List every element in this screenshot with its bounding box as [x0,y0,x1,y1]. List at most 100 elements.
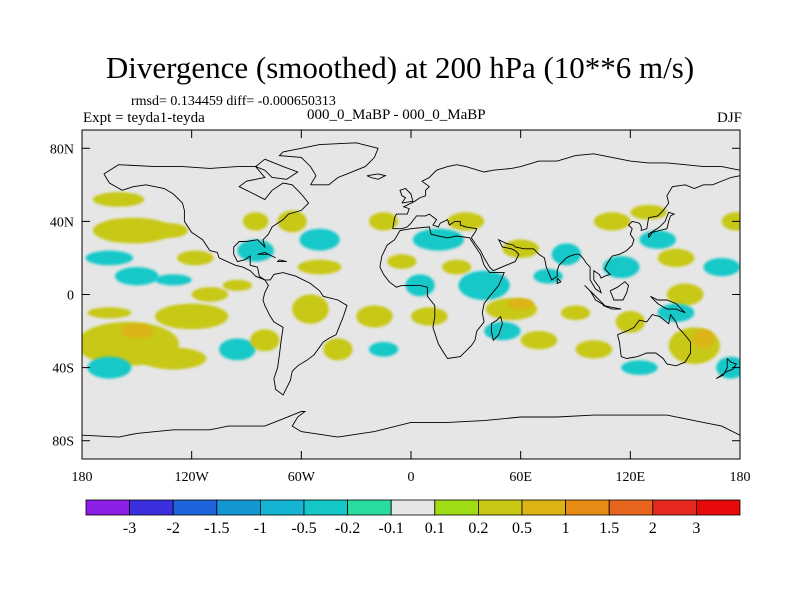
anomaly-blob [85,250,134,266]
divergence-field [82,192,740,379]
x-tick-label: 0 [408,470,415,485]
colorbar-label: -1.5 [204,520,229,537]
anomaly-blob [323,338,353,361]
coastline [257,252,276,259]
anomaly-blob [560,305,591,321]
colorbar-box [85,499,130,516]
colorbar-box [434,499,479,516]
coastline [715,358,737,380]
anomaly-blob [602,256,640,279]
anomaly-blob [299,228,340,251]
anomaly-blob [155,303,229,330]
anomaly-blob [657,303,695,322]
coastline [617,313,692,367]
anomaly-blob [87,356,132,379]
colorbar-label: -1 [254,520,267,537]
anomaly-blob [151,223,189,238]
anomaly-blob [520,331,558,350]
colorbar-box [303,499,348,516]
anomaly-blob [442,259,472,275]
coastline [278,142,379,186]
colorbar-label: 2 [649,520,657,537]
anomaly-blob [447,212,485,231]
coastline [399,187,414,204]
colorbar-box [608,499,654,516]
anomaly-blob [177,250,214,266]
anomaly-blob [277,210,307,233]
colorbar-label: 1 [562,520,570,537]
colorbar-box [477,499,523,516]
x-tick-label: 60W [288,470,316,485]
anomaly-blob [657,248,695,268]
colorbar-box [216,499,261,516]
colorbar-box [652,499,697,516]
coastline [103,164,348,396]
anomaly-blob [703,257,740,277]
x-axis: 180 120W 60W 0 60E 120E 180 [72,130,751,485]
colorbar-label: -3 [123,520,136,537]
anomaly-blob [412,228,465,251]
coastline [490,316,503,342]
anomaly-blob [191,287,229,302]
anomaly-blob [114,267,159,286]
anomaly-blob [411,307,448,326]
anomaly-blob [533,268,563,284]
y-tick-label: 40S [52,362,74,377]
anomaly-blob [92,217,174,244]
coastline [276,259,287,263]
coastline [82,411,740,438]
colorbar-label: -2 [167,520,180,537]
anomaly-blob [716,356,740,379]
anomaly-blob [250,329,280,352]
anomaly-blob [297,259,342,275]
anomaly-blob [292,294,329,324]
x-tick-label: 120W [175,470,210,485]
anomaly-blob [551,243,581,266]
anomaly-blob [87,307,132,319]
colorbar-label: -0.1 [379,520,404,537]
anomaly-blob [387,254,417,269]
coastline [602,305,622,310]
anomaly-blob [368,212,399,231]
season-label: DJF [716,110,742,126]
coastline [648,211,676,239]
anomaly-blob [507,298,534,310]
x-tick-label: 60E [509,470,532,485]
anomaly-blob [721,212,740,231]
colorbar-label: 3 [692,520,700,537]
y-tick-label: 40N [50,215,74,230]
anomaly-blob [237,239,274,262]
x-tick-label: 180 [72,470,93,485]
anomaly-blob [120,323,154,339]
anomaly-blob [639,230,677,249]
colorbar-box [259,499,305,516]
chart-title: Divergence (smoothed) at 200 hPa (10**6 … [105,50,695,85]
colorbar-label: 0.2 [468,520,488,537]
colorbar-box [390,499,436,516]
anomaly-blob [593,212,631,231]
x-tick-label: 180 [730,470,751,485]
colorbar-box [347,499,392,516]
colorbar: -3 -2 -1.5 -1 -0.5 -0.2 -0.1 0.1 0.2 0.5 1 1.5 2 3 [85,499,741,537]
coastline [379,226,505,359]
anomaly-blob [368,342,399,357]
plot-area [82,130,740,459]
x-tick-label: 120E [616,470,646,485]
anomaly-blob [356,305,393,328]
anomaly-blob [666,283,704,306]
anomaly-blob [615,310,645,333]
coastline [254,158,299,180]
anomaly-blob [155,274,192,286]
anomaly-blob [219,338,256,361]
experiment-label: Expt = teyda1-teyda [83,110,205,126]
anomaly-blob [692,329,715,348]
anomaly-blob [458,270,510,300]
stats-label: rmsd= 0.134459 diff= -0.000650313 [131,94,336,109]
colorbar-box [565,499,610,516]
colorbar-label: 1.5 [599,520,619,537]
anomaly-blob [222,279,252,291]
anomaly-blob [242,212,269,231]
anomaly-blob [140,347,207,370]
y-tick-label: 80N [50,142,74,157]
